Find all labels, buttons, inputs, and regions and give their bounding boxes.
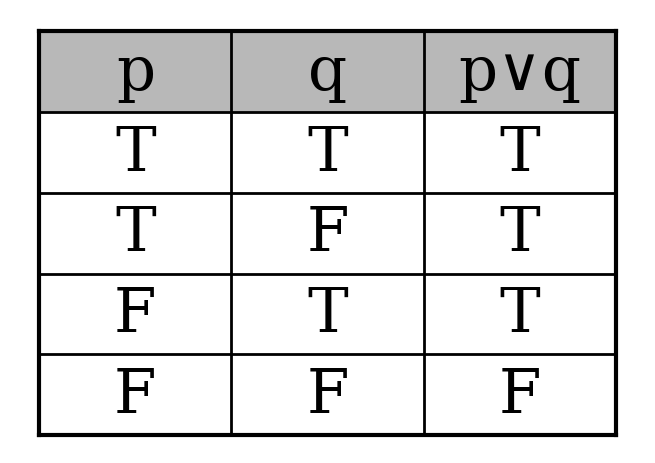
Bar — [231, 274, 424, 355]
Bar — [424, 274, 616, 355]
Bar — [424, 113, 616, 194]
Bar — [424, 194, 616, 274]
Bar — [424, 32, 616, 113]
Text: F: F — [307, 204, 348, 264]
Text: p∨q: p∨q — [458, 43, 581, 103]
Text: F: F — [307, 365, 348, 425]
Bar — [39, 274, 231, 355]
Bar — [424, 355, 616, 435]
Bar — [39, 113, 231, 194]
Text: T: T — [499, 204, 540, 264]
Bar — [39, 194, 231, 274]
Text: F: F — [498, 365, 541, 425]
Bar — [39, 32, 231, 113]
Text: T: T — [115, 204, 156, 264]
Bar — [231, 355, 424, 435]
Bar — [231, 194, 424, 274]
Text: F: F — [114, 284, 157, 344]
Text: T: T — [115, 123, 156, 183]
Text: T: T — [499, 123, 540, 183]
Bar — [39, 355, 231, 435]
Text: T: T — [499, 284, 540, 344]
Text: T: T — [307, 284, 348, 344]
Bar — [231, 113, 424, 194]
Text: p: p — [116, 43, 155, 103]
Text: q: q — [308, 43, 347, 103]
Text: T: T — [307, 123, 348, 183]
Bar — [231, 32, 424, 113]
Text: F: F — [114, 365, 157, 425]
